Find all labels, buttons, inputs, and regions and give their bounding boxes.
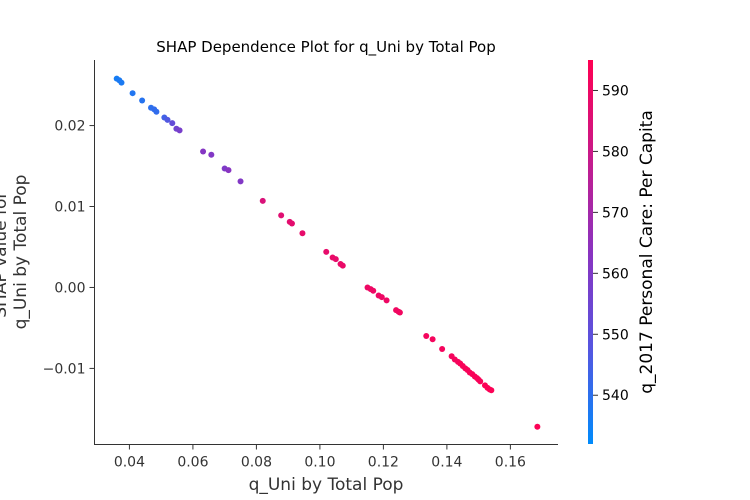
data-point [225, 167, 232, 174]
data-point [153, 108, 160, 115]
plot-axes [94, 60, 558, 445]
data-point [339, 262, 346, 269]
x-tick-label: 0.10 [304, 455, 335, 471]
data-point [370, 287, 377, 294]
data-point [259, 197, 266, 204]
data-point [176, 127, 183, 134]
x-axis-label: q_Uni by Total Pop [249, 475, 404, 495]
y-tick-label: 0.02 [54, 119, 85, 135]
data-point [332, 256, 339, 263]
x-ticks: 0.04 0.06 0.08 0.10 0.12 0.14 0.16 [114, 444, 526, 471]
chart-title: SHAP Dependence Plot for q_Uni by Total … [156, 38, 495, 57]
colorbar-tick-label: 540 [602, 388, 629, 404]
y-axis-label-line-1: SHAP value for [0, 192, 11, 318]
colorbar: 540 550 560 570 580 590 q_2017 Personal Care:… [588, 60, 657, 444]
data-point [129, 90, 136, 97]
y-tick-label: −0.01 [43, 361, 86, 377]
data-point [278, 212, 285, 219]
colorbar-strip [588, 60, 593, 444]
y-axis-label-line-2: q_Uni by Total Pop [11, 175, 31, 330]
data-point [534, 423, 541, 430]
data-point [288, 220, 295, 227]
x-tick-label: 0.04 [114, 455, 145, 471]
data-point [169, 120, 176, 127]
x-tick-label: 0.16 [495, 455, 526, 471]
data-point [378, 294, 385, 301]
data-point [477, 378, 484, 385]
data-point [139, 97, 146, 104]
data-point [208, 151, 215, 158]
data-point [429, 336, 436, 343]
colorbar-tick-label: 580 [602, 144, 629, 160]
colorbar-label: q_2017 Personal Care: Per Capita [637, 110, 657, 394]
data-point [118, 79, 125, 86]
scatter-points [113, 75, 541, 430]
data-point [200, 148, 207, 155]
data-point [237, 178, 244, 185]
x-tick-label: 0.12 [368, 455, 399, 471]
y-tick-label: 0.01 [54, 200, 85, 216]
x-tick-label: 0.08 [241, 455, 272, 471]
x-tick-label: 0.06 [177, 455, 208, 471]
y-tick-label: 0.00 [54, 280, 85, 296]
data-point [423, 333, 430, 340]
colorbar-ticks: 540 550 560 570 580 590 [593, 83, 629, 404]
colorbar-tick-label: 590 [602, 83, 629, 99]
data-point [164, 116, 171, 123]
data-point [383, 297, 390, 304]
data-point [396, 309, 403, 316]
y-ticks: 0.02 0.01 0.00 −0.01 [43, 119, 95, 377]
data-point [323, 248, 330, 255]
data-point [299, 230, 306, 237]
colorbar-tick-label: 570 [602, 205, 629, 221]
data-point [439, 345, 446, 352]
y-axis-label: SHAP value for q_Uni by Total Pop [0, 175, 31, 330]
x-tick-label: 0.14 [431, 455, 462, 471]
colorbar-tick-label: 560 [602, 266, 629, 282]
colorbar-tick-label: 550 [602, 327, 629, 343]
data-point [488, 387, 495, 394]
